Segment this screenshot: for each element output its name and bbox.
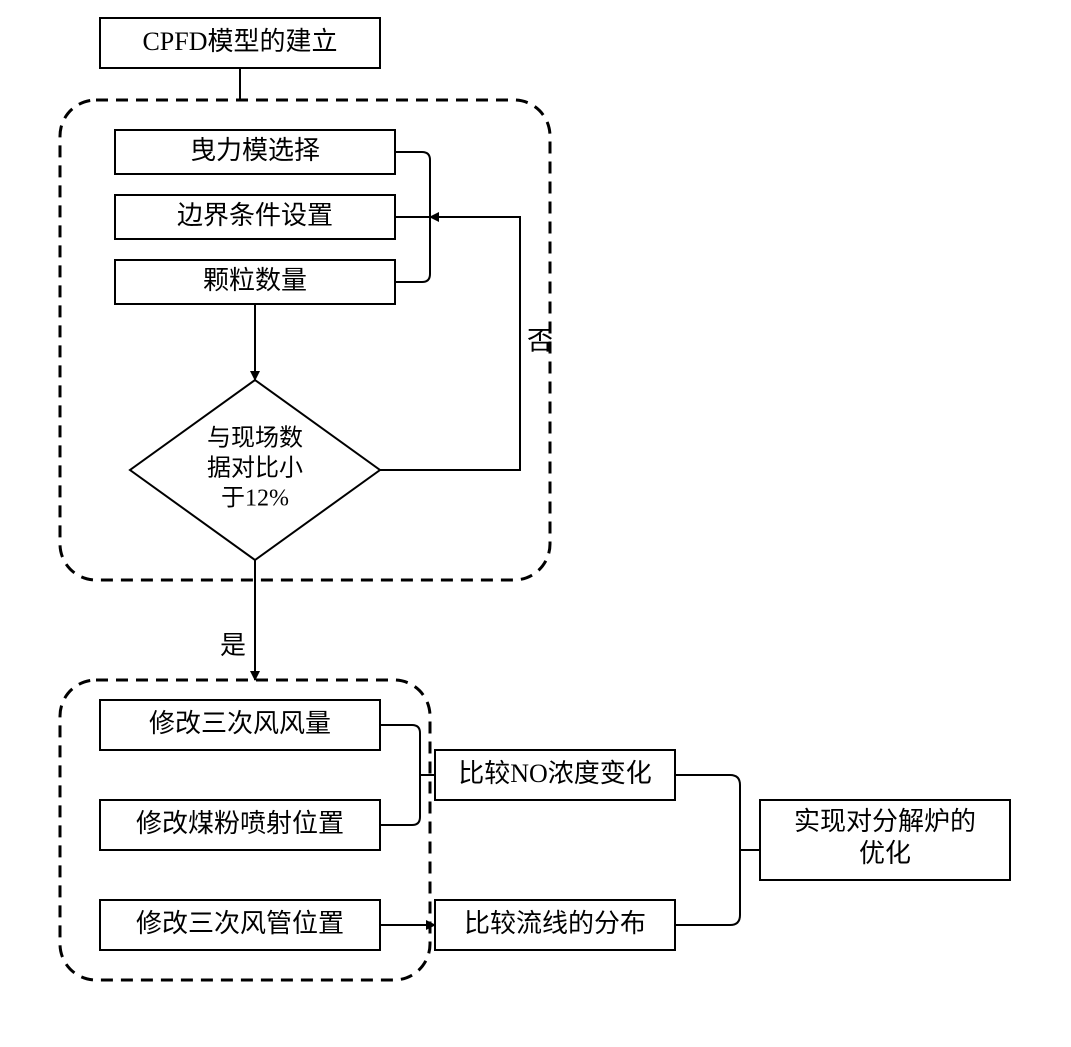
bracket-right-two — [675, 775, 760, 925]
compare-no-box-label: 比较NO浓度变化 — [458, 759, 652, 788]
decision-diamond-line2: 据对比小 — [207, 455, 303, 482]
optimize-box-line2: 优化 — [859, 839, 911, 868]
drag-model-box-label: 曳力模选择 — [190, 136, 320, 165]
modify-pipe-position-box-label: 修改三次风管位置 — [136, 909, 344, 938]
cpfd-model-box-label: CPFD模型的建立 — [142, 27, 337, 56]
modify-wind-volume-box-label: 修改三次风风量 — [149, 709, 331, 738]
label-no: 否 — [527, 326, 553, 355]
label-yes: 是 — [220, 631, 246, 660]
decision-diamond-line3: 于12% — [221, 486, 289, 512]
bracket-lower-two — [380, 725, 435, 825]
compare-streamline-box-label: 比较流线的分布 — [464, 909, 646, 938]
optimize-box-line1: 实现对分解炉的 — [794, 807, 976, 836]
decision-diamond-line1: 与现场数 — [207, 425, 303, 452]
conn-decision-no-loop — [380, 217, 520, 470]
boundary-cond-box-label: 边界条件设置 — [177, 201, 333, 230]
bracket-upper-three — [395, 152, 430, 282]
modify-coal-position-box-label: 修改煤粉喷射位置 — [136, 809, 344, 838]
particle-count-box-label: 颗粒数量 — [203, 266, 307, 295]
